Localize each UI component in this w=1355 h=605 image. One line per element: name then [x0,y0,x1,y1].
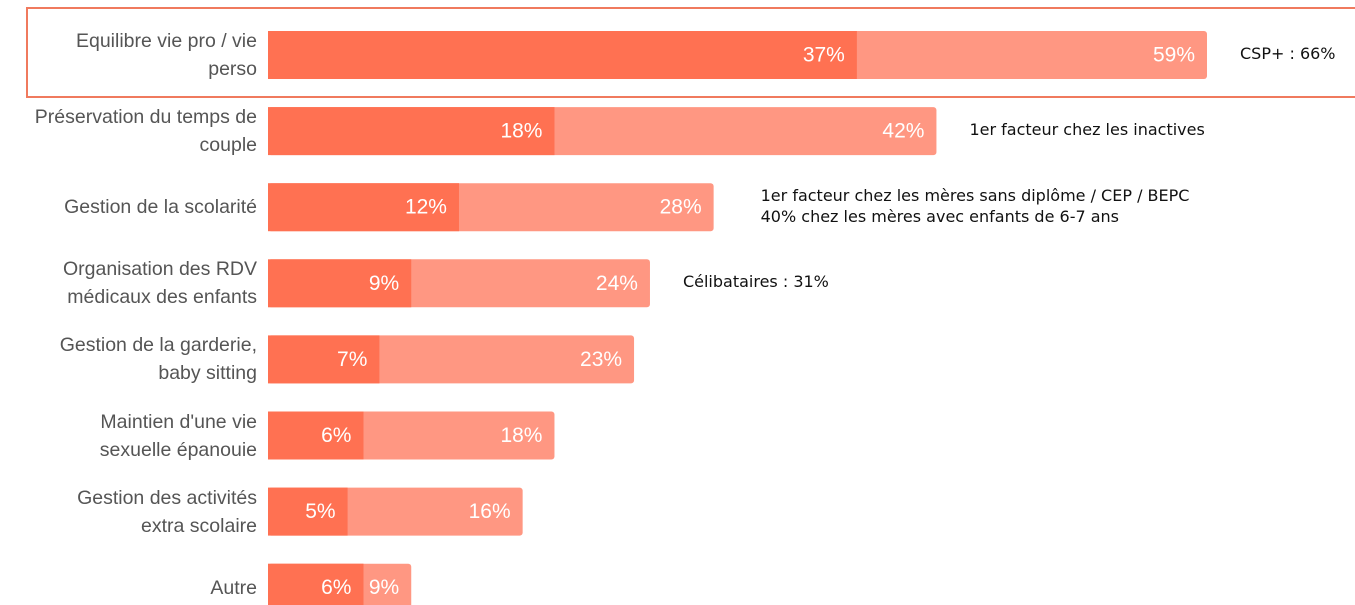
value-label: 12% [405,196,447,219]
annotation: CSP+ : 66% [1240,44,1336,63]
value-label: 18% [500,424,542,447]
value-label: 7% [337,348,367,371]
value-label: 6% [321,576,351,599]
bar [268,487,348,536]
category-label: Autre [210,576,257,599]
bar [268,335,380,384]
value-label: 59% [1153,44,1195,67]
category-label: Gestion de la garderie, baby sitting [59,334,257,385]
value-label: 28% [660,196,702,219]
annotation: 40% chez les mères avec enfants de 6-7 a… [760,206,1120,226]
annotation: 1er facteur chez les mères sans diplôme … [760,185,1190,205]
category-label: Organisation des RDV médicaux des enfant… [62,258,257,309]
annotation: Célibataires : 31% [682,272,829,292]
value-label: 9% [369,272,399,295]
bar [268,107,555,156]
category-label: Préservation du temps de couple [34,106,257,157]
value-label: 16% [469,500,511,523]
category-label: Maintien d'une vie sexuelle épanouie [99,410,257,461]
value-label: 9% [369,576,399,599]
annotation: 1er facteur chez les inactives [969,120,1205,140]
bar [268,563,364,605]
value-label: 42% [882,120,924,143]
value-label: 24% [596,272,638,295]
value-label: 5% [305,500,335,523]
value-label: 6% [321,424,351,447]
category-label: Gestion de la scolarité [64,196,257,219]
highlight-box [26,7,1355,98]
bar [268,411,364,460]
value-label: 37% [803,44,845,67]
value-label: 23% [580,348,622,371]
bar [268,183,459,232]
category-label: Gestion des activités extra scolaire [77,486,257,537]
bar [268,259,412,308]
category-label: Equilibre vie pro / vie perso [75,30,257,80]
value-label: 18% [500,120,542,143]
bar [268,31,857,79]
